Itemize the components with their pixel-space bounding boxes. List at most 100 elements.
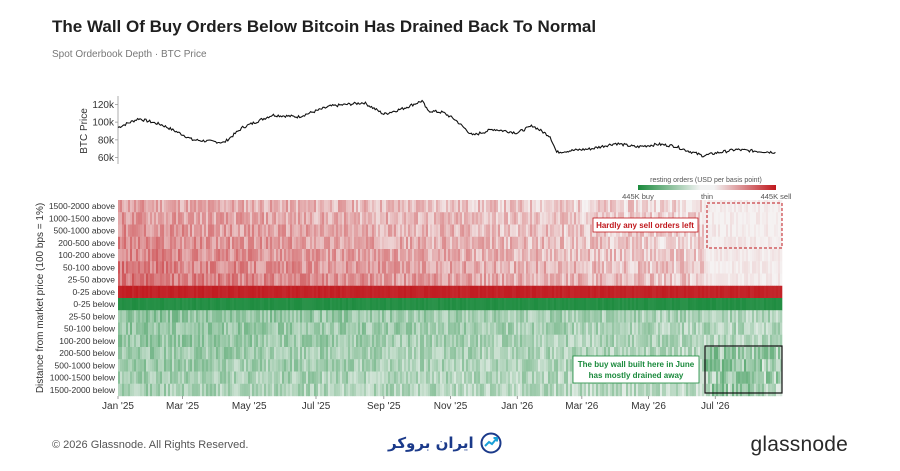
heatmap-cell <box>750 371 753 384</box>
heatmap-cell <box>192 371 195 384</box>
heatmap-cell <box>206 298 209 311</box>
heatmap-cell <box>690 200 693 213</box>
heatmap-cell <box>318 224 321 237</box>
heatmap-cell <box>644 322 647 335</box>
heatmap-cell <box>248 359 251 372</box>
heatmap-cell <box>640 261 643 274</box>
heatmap-cell <box>528 371 531 384</box>
heatmap-cell <box>356 212 359 225</box>
heatmap-cell <box>554 334 557 348</box>
heatmap-cell <box>202 224 205 237</box>
heatmap-cell <box>146 224 149 237</box>
heatmap-cell <box>452 310 455 323</box>
heatmap-cell <box>300 334 303 348</box>
heatmap-cell <box>170 212 173 225</box>
heatmap-cell <box>244 236 247 250</box>
heatmap-cell <box>264 359 267 372</box>
heatmap-cell <box>140 285 143 299</box>
heatmap-cell <box>320 236 323 250</box>
heatmap-cell <box>482 322 485 335</box>
heatmap-cell <box>342 273 345 286</box>
heatmap-cell <box>142 285 145 299</box>
heatmap-cell <box>674 298 677 311</box>
heatmap-cell <box>378 273 381 286</box>
heatmap-cell <box>208 359 211 372</box>
heatmap-cell <box>520 347 523 360</box>
heatmap-cell <box>364 298 367 311</box>
heatmap-cell <box>638 236 641 250</box>
heatmap-cell <box>354 334 357 348</box>
heatmap-cell <box>184 273 187 286</box>
heatmap-cell <box>554 285 557 299</box>
heatmap-cell <box>514 322 517 335</box>
heatmap-cell <box>380 224 383 237</box>
heatmap-cell <box>766 359 769 372</box>
heatmap-cell <box>490 273 493 286</box>
heatmap-cell <box>146 310 149 323</box>
heatmap-cell <box>526 261 529 274</box>
heatmap-cell <box>590 249 593 262</box>
heatmap-cell <box>378 236 381 250</box>
heatmap-cell <box>638 322 641 335</box>
heatmap-cell <box>184 322 187 335</box>
heatmap-cell <box>142 334 145 348</box>
heatmap-cell <box>296 347 299 360</box>
heatmap-cell <box>516 285 519 299</box>
heatmap-cell <box>200 273 203 286</box>
heatmap-cell <box>620 322 623 335</box>
heatmap-cell <box>362 249 365 262</box>
heatmap-cell <box>302 334 305 348</box>
heatmap-cell <box>156 322 159 335</box>
heatmap-cell <box>570 236 573 250</box>
heatmap-cell <box>746 347 749 360</box>
heatmap-cell <box>618 298 621 311</box>
heatmap-cell <box>218 236 221 250</box>
heatmap-cell <box>204 298 207 311</box>
heatmap-cell <box>606 285 609 299</box>
heatmap-cell <box>604 249 607 262</box>
heatmap-cell <box>754 261 757 274</box>
heatmap-cell <box>554 298 557 311</box>
heatmap-cell <box>638 261 641 274</box>
heatmap-cell <box>152 249 155 262</box>
heatmap-cell <box>538 200 541 213</box>
heatmap-cell <box>150 334 153 348</box>
heatmap-cell <box>592 261 595 274</box>
heatmap-cell <box>778 236 781 250</box>
heatmap-cell <box>282 236 285 250</box>
heatmap-cell <box>420 334 423 348</box>
heatmap-cell <box>566 285 569 299</box>
heatmap-cell <box>682 298 685 311</box>
heatmap-cell <box>408 359 411 372</box>
heatmap-cell <box>632 334 635 348</box>
heatmap-cell <box>370 371 373 384</box>
heatmap-cell <box>568 273 571 286</box>
heatmap-cell <box>774 273 777 286</box>
heatmap-cell <box>124 371 127 384</box>
heatmap-cell <box>760 212 763 225</box>
heatmap-cell <box>524 212 527 225</box>
heatmap-cell <box>572 212 575 225</box>
heatmap-cell <box>184 261 187 274</box>
heatmap-cell <box>172 310 175 323</box>
heatmap-cell <box>722 334 725 348</box>
heatmap-cell <box>500 322 503 335</box>
heatmap-cell <box>244 200 247 213</box>
heatmap-cell <box>464 371 467 384</box>
heatmap-cell <box>776 322 779 335</box>
heatmap-cell <box>170 298 173 311</box>
heatmap-cell <box>198 371 201 384</box>
heatmap-cell <box>778 285 781 299</box>
heatmap-cell <box>780 334 783 348</box>
heatmap-cell <box>708 298 711 311</box>
heatmap-cell <box>454 310 457 323</box>
heatmap-cell <box>280 212 283 225</box>
heatmap-cell <box>552 334 555 348</box>
heatmap-cell <box>268 236 271 250</box>
heatmap-cell <box>738 298 741 311</box>
heatmap-cell <box>188 261 191 274</box>
heatmap-cell <box>328 285 331 299</box>
heatmap-cell <box>742 273 745 286</box>
heatmap-cell <box>484 249 487 262</box>
heatmap-cell <box>758 200 761 213</box>
